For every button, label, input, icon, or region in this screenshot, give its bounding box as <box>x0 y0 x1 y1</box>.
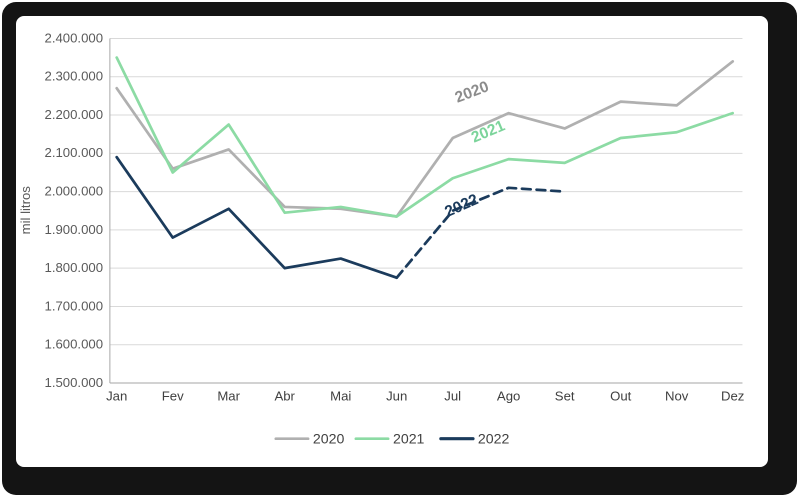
svg-text:2021: 2021 <box>393 431 425 447</box>
svg-text:Fev: Fev <box>162 389 184 404</box>
svg-text:2.200.000: 2.200.000 <box>45 107 104 122</box>
svg-text:1.800.000: 1.800.000 <box>45 260 104 275</box>
svg-text:2.000.000: 2.000.000 <box>45 184 104 199</box>
svg-text:Jul: Jul <box>444 389 461 404</box>
svg-text:Out: Out <box>610 389 632 404</box>
svg-text:2022: 2022 <box>478 431 510 447</box>
svg-text:Jun: Jun <box>386 389 407 404</box>
svg-text:2.100.000: 2.100.000 <box>45 145 104 160</box>
svg-text:Nov: Nov <box>665 389 689 404</box>
svg-text:Set: Set <box>555 389 575 404</box>
svg-text:Jan: Jan <box>106 389 127 404</box>
svg-text:Mai: Mai <box>330 389 351 404</box>
svg-text:Dez: Dez <box>721 389 744 404</box>
svg-text:1.500.000: 1.500.000 <box>45 375 104 390</box>
svg-text:mil litros: mil litros <box>18 186 33 235</box>
svg-text:Ago: Ago <box>497 389 520 404</box>
svg-text:2022: 2022 <box>442 191 481 221</box>
svg-text:2.300.000: 2.300.000 <box>45 69 104 84</box>
svg-text:2.400.000: 2.400.000 <box>45 30 104 45</box>
svg-text:Abr: Abr <box>274 389 295 404</box>
svg-text:1.600.000: 1.600.000 <box>45 337 104 352</box>
svg-text:2021: 2021 <box>469 117 508 146</box>
svg-text:2020: 2020 <box>313 431 345 447</box>
svg-text:Mar: Mar <box>217 389 240 404</box>
svg-text:1.900.000: 1.900.000 <box>45 222 104 237</box>
svg-text:1.700.000: 1.700.000 <box>45 298 104 313</box>
svg-text:2020: 2020 <box>453 78 492 106</box>
